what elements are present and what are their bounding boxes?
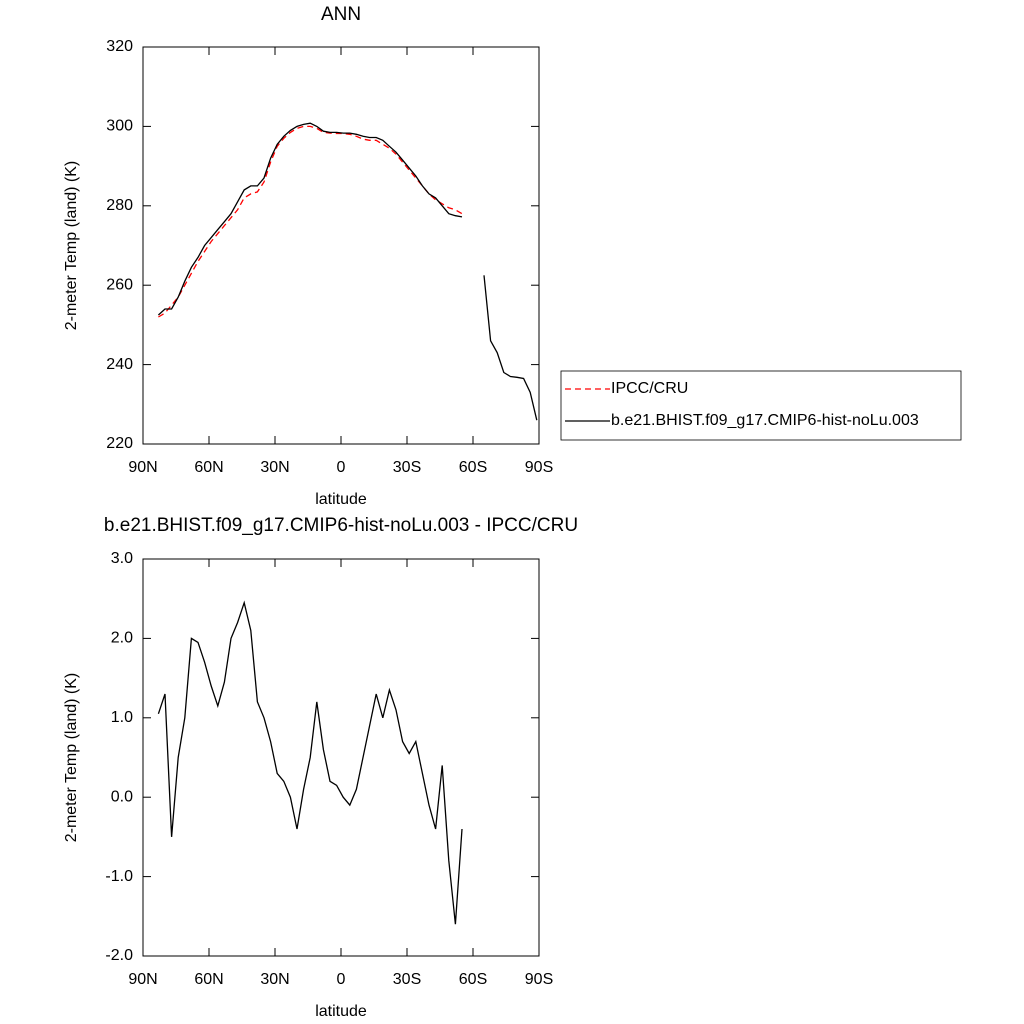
y-tick-label: -2.0 [105,947,133,964]
x-tick-label: 60N [194,971,223,988]
x-tick-label: 60S [459,971,487,988]
y-tick-label: 240 [106,356,133,373]
x-tick-label: 60N [194,459,223,476]
x-tick-label: 90N [128,459,157,476]
y-tick-label: 220 [106,435,133,452]
y-tick-label: 260 [106,276,133,293]
x-tick-label: 30N [260,459,289,476]
plot-frame [142,558,540,957]
x-tick-label: 0 [337,459,346,476]
chart-title: b.e21.BHIST.f09_g17.CMIP6-hist-noLu.003 … [104,515,578,536]
x-tick-label: 30S [393,459,421,476]
y-tick-label: 1.0 [111,709,133,726]
x-tick-label: 0 [337,971,346,988]
y-tick-label: 0.0 [111,788,133,805]
x-tick-label: 90S [525,971,553,988]
data-line [158,125,463,318]
x-axis-label: latitude [315,1003,367,1020]
x-tick-label: 60S [459,459,487,476]
y-axis-label: 2-meter Temp (land) (K) [63,673,80,843]
plot-frame [142,46,540,445]
chart-title: ANN [321,4,361,25]
y-tick-label: 280 [106,197,133,214]
x-axis-label: latitude [315,491,367,508]
y-tick-label: -1.0 [105,868,133,885]
data-line [157,122,538,421]
y-tick-label: 2.0 [111,630,133,647]
x-tick-label: 90N [128,971,157,988]
legend-label: IPCC/CRU [611,380,688,397]
x-tick-label: 30S [393,971,421,988]
y-tick-label: 3.0 [111,550,133,567]
legend-box [560,370,962,441]
legend-label: b.e21.BHIST.f09_g17.CMIP6-hist-noLu.003 [611,412,919,429]
data-line [157,600,463,925]
y-axis-label: 2-meter Temp (land) (K) [63,161,80,331]
x-tick-label: 90S [525,459,553,476]
x-tick-label: 30N [260,971,289,988]
y-tick-label: 320 [106,38,133,55]
y-tick-label: 300 [106,118,133,135]
